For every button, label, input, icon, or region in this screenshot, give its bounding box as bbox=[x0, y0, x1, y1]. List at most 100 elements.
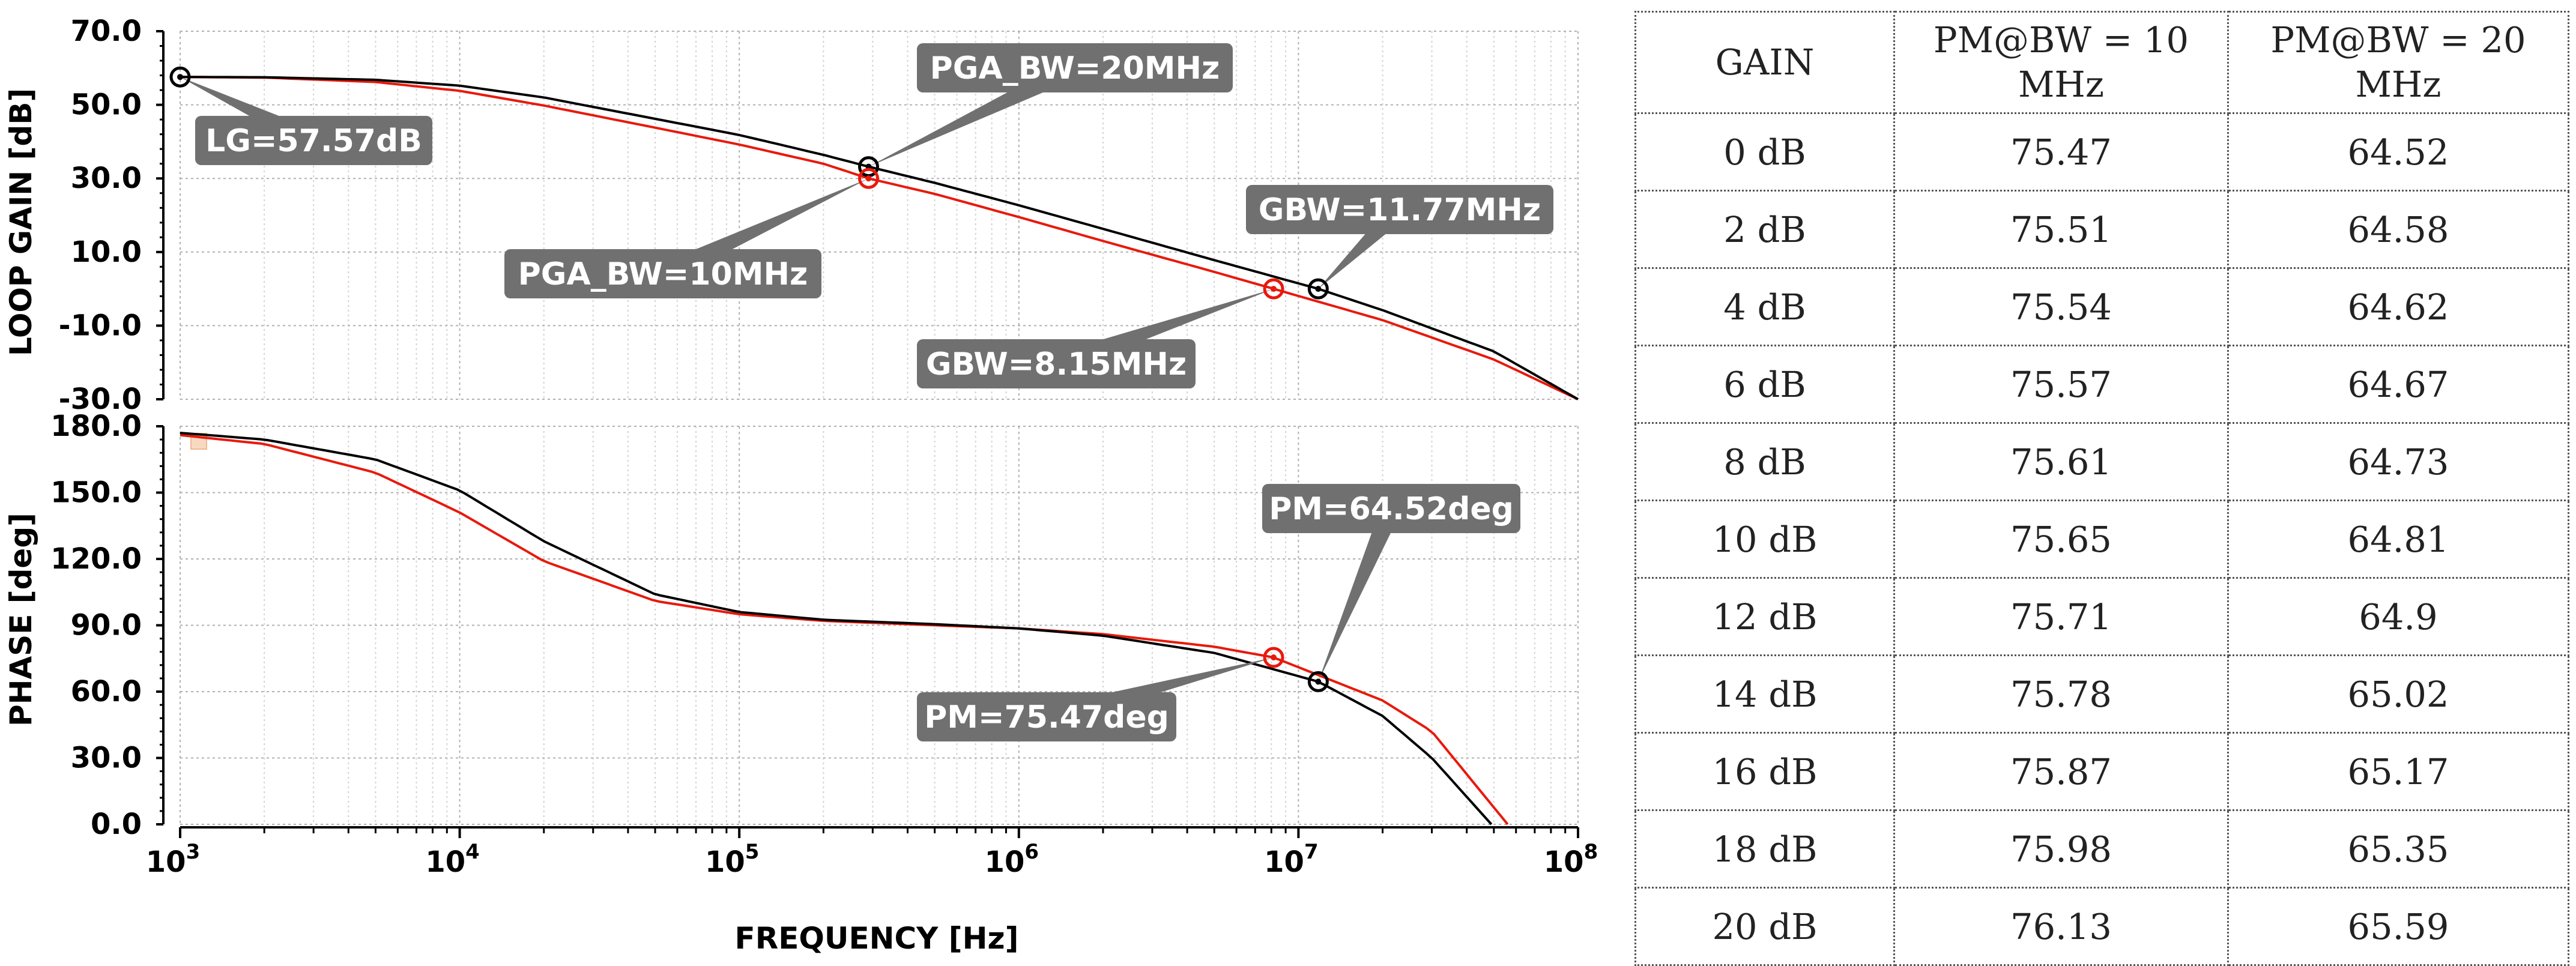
table-cell-pm-bw20: 64.58 bbox=[2227, 190, 2569, 269]
table-header-pm-bw10: PM@BW = 10 MHz bbox=[1893, 11, 2229, 114]
annotation-box bbox=[917, 43, 1233, 92]
annotation-label: PM=75.47deg bbox=[924, 699, 1169, 735]
table-cell-gain: 0 dB bbox=[1634, 112, 1895, 192]
data-marker-dot bbox=[1315, 286, 1322, 292]
annotation-label: PGA_BW=20MHz bbox=[930, 50, 1220, 86]
y-tick-label: -10.0 bbox=[59, 309, 142, 342]
data-marker-dot bbox=[177, 74, 183, 80]
table-header-pm-bw20: PM@BW = 20 MHz bbox=[2227, 11, 2569, 114]
table-cell-pm-bw10: 75.51 bbox=[1893, 190, 2229, 269]
y-tick-label: -30.0 bbox=[59, 382, 142, 416]
x-tick-label: 107 bbox=[1264, 840, 1318, 879]
annotation-label: PGA_BW=10MHz bbox=[518, 256, 808, 292]
table-row: 8 dB 75.61 64.73 bbox=[1634, 422, 2569, 501]
bode-plot: 70.0 50.0 30.0 10.0 -10.0 -30.0 LG=57.57dB PGA_… bbox=[4, 14, 1598, 956]
table-header-row: GAIN PM@BW = 10 MHz PM@BW = 20 MHz bbox=[1634, 11, 2569, 114]
table-cell-pm-bw10: 75.71 bbox=[1893, 577, 2229, 656]
table-cell-pm-bw10: 75.87 bbox=[1893, 732, 2229, 811]
data-marker-dot bbox=[1271, 654, 1277, 661]
series-line bbox=[180, 76, 1579, 400]
y-tick-label: 30.0 bbox=[71, 741, 142, 775]
phase-panel: 180.0 150.0 120.0 90.0 60.0 30.0 0.0 PM=64.52de… bbox=[50, 409, 1598, 879]
annotation-label: LG=57.57dB bbox=[205, 123, 422, 159]
y-tick-label: 30.0 bbox=[71, 162, 142, 195]
table-cell-pm-bw20: 65.17 bbox=[2227, 732, 2569, 811]
annotation-box bbox=[195, 116, 432, 165]
x-tick-label: 103 bbox=[146, 840, 200, 879]
table-cell-pm-bw20: 64.67 bbox=[2227, 345, 2569, 424]
y-tick-label: 150.0 bbox=[50, 476, 142, 510]
table-header-gain: GAIN bbox=[1634, 11, 1895, 114]
annotation-pointer bbox=[1318, 504, 1401, 682]
table-cell-pm-bw20: 65.02 bbox=[2227, 654, 2569, 734]
table-cell-gain: 16 dB bbox=[1634, 732, 1895, 811]
table-cell-gain: 20 dB bbox=[1634, 887, 1895, 966]
data-marker-dot bbox=[1271, 286, 1277, 292]
table-cell-pm-bw10: 75.61 bbox=[1893, 422, 2229, 501]
y-tick-label: 10.0 bbox=[71, 235, 142, 269]
x-tick-label: 108 bbox=[1544, 840, 1598, 879]
table-cell-gain: 6 dB bbox=[1634, 345, 1895, 424]
table-row: 12 dB 75.71 64.9 bbox=[1634, 577, 2569, 656]
x-tick-label: 106 bbox=[985, 840, 1039, 879]
data-marker-dot bbox=[865, 175, 872, 182]
annotation-box bbox=[1246, 185, 1553, 234]
table-cell-pm-bw20: 64.9 bbox=[2227, 577, 2569, 656]
loop-gain-panel: 70.0 50.0 30.0 10.0 -10.0 -30.0 LG=57.57dB PGA_… bbox=[59, 14, 1579, 416]
annotation-label: GBW=8.15MHz bbox=[926, 346, 1187, 382]
table-row: 18 dB 75.98 65.35 bbox=[1634, 809, 2569, 889]
y-tick-label: 60.0 bbox=[71, 675, 142, 708]
series-line bbox=[180, 76, 1579, 400]
table-row: 10 dB 75.65 64.81 bbox=[1634, 500, 2569, 579]
loop-gain-axis-label: LOOP GAIN [dB] bbox=[4, 88, 38, 356]
x-tick-label: 104 bbox=[425, 840, 479, 879]
table-cell-pm-bw10: 75.47 bbox=[1893, 112, 2229, 192]
frequency-axis-label: FREQUENCY [Hz] bbox=[735, 921, 1019, 956]
table-cell-pm-bw10: 75.65 bbox=[1893, 500, 2229, 579]
table-cell-pm-bw10: 75.78 bbox=[1893, 654, 2229, 734]
table-row: 14 dB 75.78 65.02 bbox=[1634, 654, 2569, 734]
y-tick-label: 180.0 bbox=[50, 409, 142, 443]
y-tick-label: 50.0 bbox=[71, 88, 142, 122]
annotation-box bbox=[504, 249, 821, 298]
data-marker bbox=[169, 66, 191, 88]
annotation-label: GBW=11.77MHz bbox=[1259, 192, 1541, 228]
phase-margin-table: GAIN PM@BW = 10 MHz PM@BW = 20 MHz 0 dB 7… bbox=[1634, 11, 2569, 966]
table-cell-pm-bw20: 64.62 bbox=[2227, 267, 2569, 346]
table-cell-gain: 14 dB bbox=[1634, 654, 1895, 734]
table-row: 0 dB 75.47 64.52 bbox=[1634, 112, 2569, 192]
y-tick-label: 70.0 bbox=[71, 14, 142, 48]
x-tick-label: 105 bbox=[705, 840, 759, 879]
table-cell-gain: 8 dB bbox=[1634, 422, 1895, 501]
table-cell-pm-bw20: 64.81 bbox=[2227, 500, 2569, 579]
table-cell-pm-bw10: 75.54 bbox=[1893, 267, 2229, 346]
annotation-box bbox=[1262, 484, 1520, 533]
table-cell-pm-bw20: 64.52 bbox=[2227, 112, 2569, 192]
table-row: 2 dB 75.51 64.58 bbox=[1634, 190, 2569, 269]
data-marker-dot bbox=[1315, 678, 1322, 685]
data-marker bbox=[1307, 671, 1329, 692]
table-cell-pm-bw10: 75.98 bbox=[1893, 809, 2229, 889]
table-cell-pm-bw10: 75.57 bbox=[1893, 345, 2229, 424]
table-row: 4 dB 75.54 64.62 bbox=[1634, 267, 2569, 346]
y-tick-label: 120.0 bbox=[50, 542, 142, 576]
table-cell-pm-bw20: 65.59 bbox=[2227, 887, 2569, 966]
table-cell-gain: 2 dB bbox=[1634, 190, 1895, 269]
series-line bbox=[180, 432, 1493, 826]
table-row: 6 dB 75.57 64.67 bbox=[1634, 345, 2569, 424]
data-marker bbox=[1263, 278, 1284, 300]
phase-axis-label: PHASE [deg] bbox=[4, 513, 38, 726]
table-row: 20 dB 76.13 65.59 bbox=[1634, 887, 2569, 966]
y-tick-label: 90.0 bbox=[71, 609, 142, 642]
data-marker bbox=[857, 168, 879, 189]
data-marker bbox=[1263, 647, 1284, 668]
table-row: 16 dB 75.87 65.17 bbox=[1634, 732, 2569, 811]
table-cell-gain: 4 dB bbox=[1634, 267, 1895, 346]
table-cell-pm-bw20: 64.73 bbox=[2227, 422, 2569, 501]
y-tick-label: 0.0 bbox=[91, 808, 142, 841]
table-cell-gain: 18 dB bbox=[1634, 809, 1895, 889]
annotation-box bbox=[917, 339, 1196, 388]
annotation-box bbox=[917, 692, 1176, 741]
table-cell-gain: 12 dB bbox=[1634, 577, 1895, 656]
table-cell-pm-bw10: 76.13 bbox=[1893, 887, 2229, 966]
